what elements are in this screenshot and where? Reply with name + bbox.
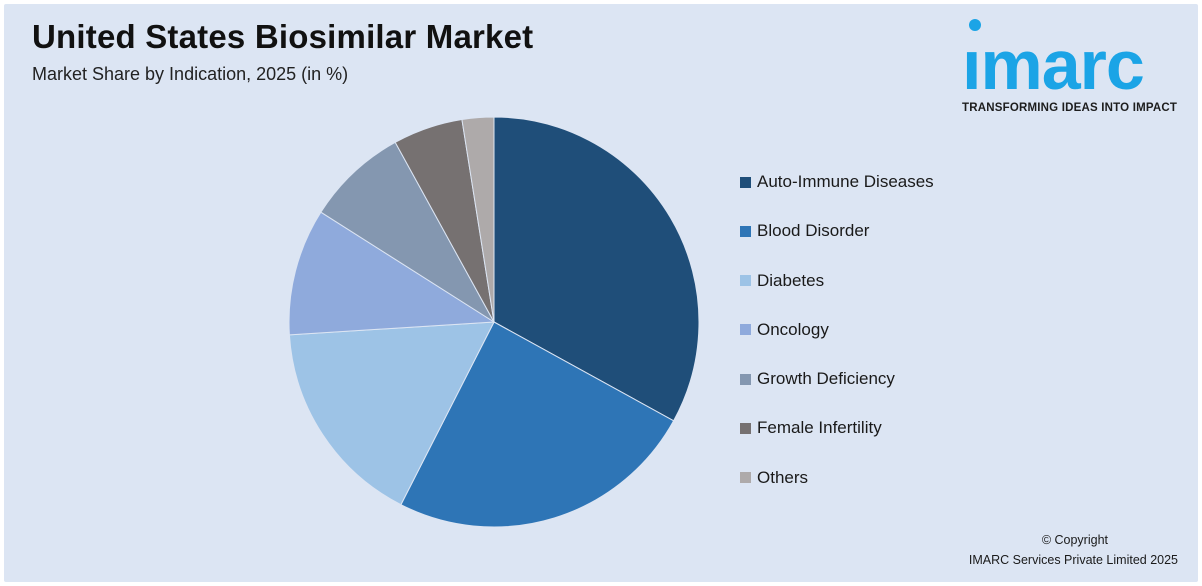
- legend-swatch: [740, 225, 751, 237]
- copyright-line: © Copyright: [1041, 533, 1108, 547]
- pie-slice-diabetes: [288, 321, 495, 506]
- legend-label: Female Infertility: [757, 418, 882, 438]
- logo-tagline: TRANSFORMING IDEAS INTO IMPACT: [962, 102, 1178, 114]
- legend-swatch: [740, 275, 751, 287]
- imarc-logo: ımarc TRANSFORMING IDEAS INTO IMPACT: [960, 16, 1192, 122]
- chart-subtitle: Market Share by Indication, 2025 (in %): [32, 64, 349, 84]
- legend-label: Oncology: [757, 319, 829, 339]
- legend-item: Diabetes: [740, 269, 934, 293]
- pie-slice-growth-deficiency: [320, 141, 495, 323]
- chart-title: United States Biosimilar Market: [32, 18, 534, 55]
- legend-label: Others: [757, 467, 809, 487]
- legend-label: Blood Disorder: [757, 221, 870, 241]
- pie-slice-oncology: [288, 211, 496, 336]
- pie-slice-auto-immune-diseases: [493, 116, 700, 422]
- legend-item: Oncology: [740, 318, 934, 342]
- pie-slice-others: [461, 116, 495, 323]
- legend-label: Growth Deficiency: [757, 369, 895, 389]
- pie-chart: [288, 116, 700, 528]
- legend-swatch: [740, 373, 751, 385]
- legend-swatch: [740, 324, 751, 336]
- chart-legend: Auto-Immune Diseases Blood Disorder Diabet…: [740, 170, 934, 515]
- legend-swatch: [740, 422, 751, 434]
- legend-swatch: [740, 472, 751, 484]
- legend-item: Others: [740, 466, 934, 490]
- legend-item: Auto-Immune Diseases: [740, 170, 934, 194]
- logo-dot-icon: [969, 19, 981, 31]
- legend-swatch: [740, 176, 751, 188]
- logo-wordmark: ımarc: [962, 26, 1145, 104]
- copyright-company: IMARC Services Private Limited 2025: [968, 553, 1178, 567]
- legend-label: Auto-Immune Diseases: [757, 172, 934, 191]
- legend-label: Diabetes: [757, 270, 825, 290]
- legend-item: Female Infertility: [740, 416, 934, 440]
- copyright-notice: © Copyright IMARC Services Private Limit…: [969, 530, 1178, 570]
- pie-slice-blood-disorder: [400, 321, 675, 528]
- legend-item: Blood Disorder: [740, 219, 934, 243]
- chart-panel: United States Biosimilar Market Market S…: [4, 4, 1198, 582]
- legend-item: Growth Deficiency: [740, 367, 934, 391]
